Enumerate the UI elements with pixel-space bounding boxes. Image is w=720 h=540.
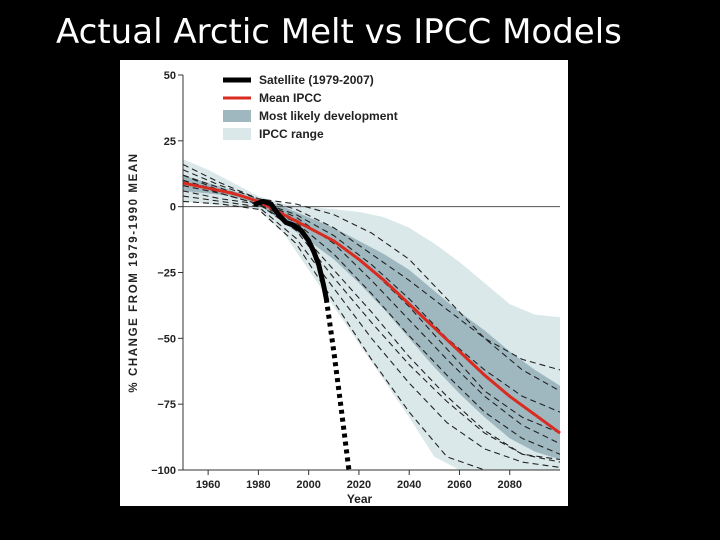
axes-layer: 1960 1980 2000 2020 2040 2060 2080 50 25 0 −25 −50 −… xyxy=(128,70,560,506)
satellite-extrapolation-line xyxy=(323,298,352,471)
most-likely-band xyxy=(183,175,560,460)
mean-ipcc-line xyxy=(182,181,561,435)
main-lines-layer xyxy=(182,181,561,471)
satellite-line xyxy=(253,198,329,302)
y-tick-label: −50 xyxy=(157,333,176,345)
legend-label: Satellite (1979-2007) xyxy=(259,73,374,87)
legend-label: Mean IPCC xyxy=(259,91,322,105)
x-axis-label: Year xyxy=(347,492,373,506)
x-tick-label: 2040 xyxy=(397,479,421,491)
x-tick-label: 2000 xyxy=(296,479,320,491)
slide-title: Actual Arctic Melt vs IPCC Models xyxy=(56,12,622,52)
x-tick-label: 2060 xyxy=(447,479,471,491)
y-tick-label: 25 xyxy=(164,136,176,148)
model-run-line-7 xyxy=(182,195,561,468)
model-run-line-10 xyxy=(182,179,561,461)
y-tick-label: 50 xyxy=(164,70,176,82)
model-run-line-2 xyxy=(182,169,561,371)
y-tick-label: 0 xyxy=(170,202,176,214)
legend-swatch xyxy=(223,128,251,140)
chart-svg: 1960 1980 2000 2020 2040 2060 2080 50 25 0 −25 −50 −… xyxy=(128,70,561,506)
model-run-line-1 xyxy=(182,164,561,392)
y-tick-label: −75 xyxy=(157,399,176,411)
x-tick-label: 2020 xyxy=(347,479,371,491)
y-axis-label: % CHANGE FROM 1979-1990 MEAN xyxy=(128,152,140,392)
y-tick-label: −25 xyxy=(157,268,176,280)
model-run-line-3 xyxy=(182,174,561,413)
x-tick-label: 2080 xyxy=(497,479,521,491)
x-tick-label: 1980 xyxy=(246,479,270,491)
x-tick-label: 1960 xyxy=(196,479,220,491)
legend: Satellite (1979-2007) Mean IPCC Most likel… xyxy=(223,73,398,141)
legend-swatch xyxy=(223,110,251,122)
model-run-line-6 xyxy=(182,190,561,463)
chart-panel: 1960 1980 2000 2020 2040 2060 2080 50 25 0 −25 −50 −… xyxy=(120,60,568,506)
legend-label: Most likely development xyxy=(259,109,398,123)
bands-layer xyxy=(183,159,560,471)
y-tick-label: −100 xyxy=(151,465,176,477)
model-run-line-5 xyxy=(182,185,561,455)
legend-label: IPCC range xyxy=(259,127,324,141)
